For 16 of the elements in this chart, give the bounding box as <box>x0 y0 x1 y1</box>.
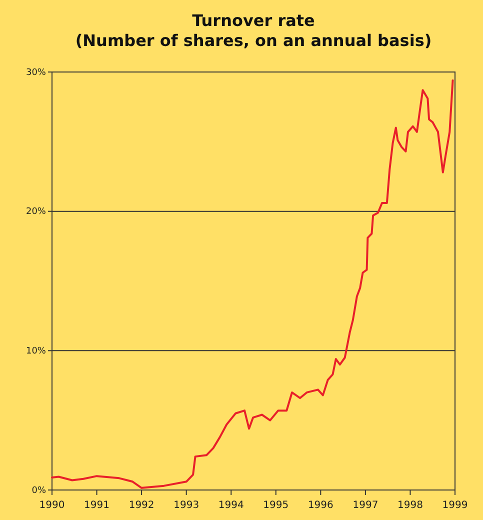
y-tick-label: 30% <box>26 68 46 78</box>
x-tick-label: 1995 <box>263 500 289 511</box>
x-tick-label: 1992 <box>128 500 154 511</box>
x-tick-label: 1997 <box>352 500 378 511</box>
x-tick-label: 1993 <box>174 500 200 511</box>
chart-title: Turnover rate (Number of shares, on an annual basis) <box>75 11 432 50</box>
x-tick-label: 1998 <box>397 500 423 511</box>
x-tick-label: 1999 <box>442 500 468 511</box>
y-tick-label: 20% <box>26 207 46 218</box>
x-tick-label: 1994 <box>218 500 244 511</box>
line-series <box>51 79 454 489</box>
y-tick-label: 0% <box>32 486 46 496</box>
x-tick-label: 1990 <box>39 500 65 511</box>
y-tick-label: 10% <box>26 346 46 357</box>
x-tick-label: 1991 <box>84 500 110 511</box>
x-tick-label: 1996 <box>308 500 334 511</box>
